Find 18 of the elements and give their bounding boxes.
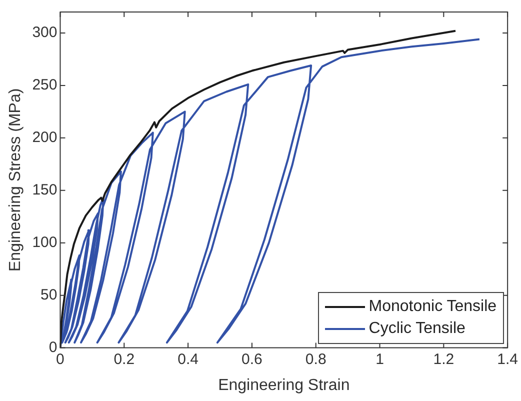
x-tick-label: 1.2 [433,350,454,368]
y-tick-label: 50 [40,286,58,304]
x-tick-label: 1.4 [497,350,518,368]
x-axis-title: Engineering Strain [218,376,350,394]
x-tick-label: 0.2 [114,350,135,368]
x-tick-label: 0.8 [305,350,326,368]
legend-label: Cyclic Tensile [368,320,466,338]
x-tick-label: 1 [376,350,384,368]
y-tick-label: 300 [32,24,58,42]
y-axis-title: Engineering Stress (MPa) [7,88,24,272]
y-tick-label: 150 [32,182,58,199]
x-tick-label: 0.4 [178,350,198,368]
x-tick-label: 0.6 [242,350,262,368]
y-tick-label: 100 [32,234,58,252]
y-tick-label: 250 [32,76,58,94]
legend-label: Monotonic Tensile [368,298,497,316]
y-tick-label: 200 [32,129,58,146]
y-tick-label: 0 [48,338,58,356]
